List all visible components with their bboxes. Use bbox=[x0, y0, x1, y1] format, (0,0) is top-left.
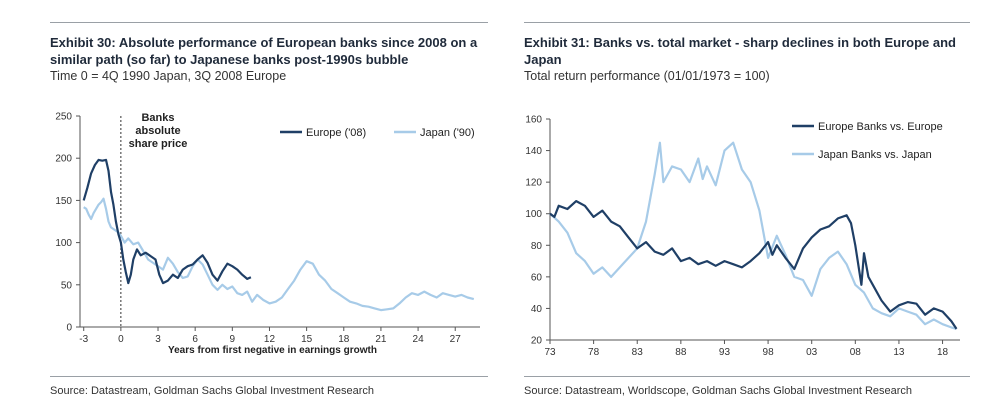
annotation-label: share price bbox=[129, 138, 188, 150]
y-tick-label: 100 bbox=[525, 209, 542, 220]
chart-left-svg: 0 50 100 150 200 250 -3 0 3 6 9 12 15 18 21 24 27 Europe … bbox=[55, 112, 480, 356]
legend-label: Europe ('08) bbox=[306, 127, 366, 139]
annotation-label: Banks bbox=[141, 112, 174, 124]
bottom-rule bbox=[50, 376, 488, 377]
y-tick-label: 150 bbox=[55, 196, 72, 207]
y-tick-label: 140 bbox=[525, 146, 542, 157]
chart-title: Exhibit 31: Banks vs. total market - sha… bbox=[524, 35, 956, 67]
x-tick-label: 15 bbox=[301, 334, 313, 345]
bottom-rule bbox=[524, 376, 970, 377]
x-tick-label: 0 bbox=[118, 334, 124, 345]
top-rule bbox=[50, 22, 488, 23]
annotation-label: absolute bbox=[135, 125, 180, 137]
x-tick-label: 03 bbox=[806, 347, 818, 358]
y-tick-label: 50 bbox=[61, 280, 73, 291]
chart-subtitle: Time 0 = 4Q 1990 Japan, 3Q 2008 Europe bbox=[50, 69, 287, 83]
x-tick-label: 24 bbox=[413, 334, 425, 345]
x-tick-label: 18 bbox=[937, 347, 949, 358]
x-tick-label: 6 bbox=[192, 334, 198, 345]
chart-subtitle: Total return performance (01/01/1973 = 1… bbox=[524, 69, 770, 83]
y-tick-label: 80 bbox=[531, 241, 543, 252]
top-rule bbox=[524, 22, 970, 23]
legend-label: Japan Banks vs. Japan bbox=[818, 149, 932, 161]
x-tick-label: 73 bbox=[544, 347, 556, 358]
x-tick-label: 98 bbox=[763, 347, 775, 358]
x-tick-label: 13 bbox=[893, 347, 905, 358]
legend-label: Europe Banks vs. Europe bbox=[818, 121, 943, 133]
y-tick-label: 20 bbox=[531, 336, 543, 347]
x-axis-label: Years from first negative in earnings gr… bbox=[168, 345, 377, 356]
y-tick-label: 60 bbox=[531, 272, 543, 283]
x-tick-label: 3 bbox=[155, 334, 161, 345]
x-tick-label: 12 bbox=[264, 334, 276, 345]
exhibit-31-panel: Exhibit 31: Banks vs. total market - sha… bbox=[502, 0, 1004, 420]
y-tick-label: 120 bbox=[525, 178, 542, 189]
y-tick-label: 100 bbox=[55, 238, 72, 249]
chart-source: Source: Datastream, Worldscope, Goldman … bbox=[524, 385, 913, 397]
series-line bbox=[549, 200, 958, 330]
series-line bbox=[82, 158, 252, 285]
x-tick-label: 27 bbox=[450, 334, 462, 345]
chart-right-svg: 20 40 60 80 100 120 140 160 73 78 83 88 93 98 03 08 13 18… bbox=[525, 115, 960, 358]
x-tick-label: 21 bbox=[375, 334, 387, 345]
x-tick-label: 9 bbox=[230, 334, 236, 345]
x-tick-label: 88 bbox=[675, 347, 687, 358]
chart-source: Source: Datastream, Goldman Sachs Global… bbox=[50, 385, 375, 397]
x-tick-label: 08 bbox=[850, 347, 862, 358]
series-line bbox=[549, 141, 957, 330]
x-tick-label: 18 bbox=[338, 334, 350, 345]
y-tick-label: 160 bbox=[525, 115, 542, 126]
x-tick-label: -3 bbox=[79, 334, 88, 345]
y-tick-label: 0 bbox=[66, 323, 72, 334]
x-tick-label: 93 bbox=[719, 347, 731, 358]
exhibit-30-panel: Exhibit 30: Absolute performance of Euro… bbox=[50, 22, 488, 397]
chart-title: Exhibit 30: Absolute performance of Euro… bbox=[50, 35, 478, 67]
x-tick-label: 83 bbox=[632, 347, 644, 358]
legend-label: Japan ('90) bbox=[420, 127, 475, 139]
x-tick-label: 78 bbox=[588, 347, 600, 358]
y-tick-label: 250 bbox=[55, 112, 72, 123]
y-tick-label: 200 bbox=[55, 154, 72, 165]
y-tick-label: 40 bbox=[531, 304, 543, 315]
